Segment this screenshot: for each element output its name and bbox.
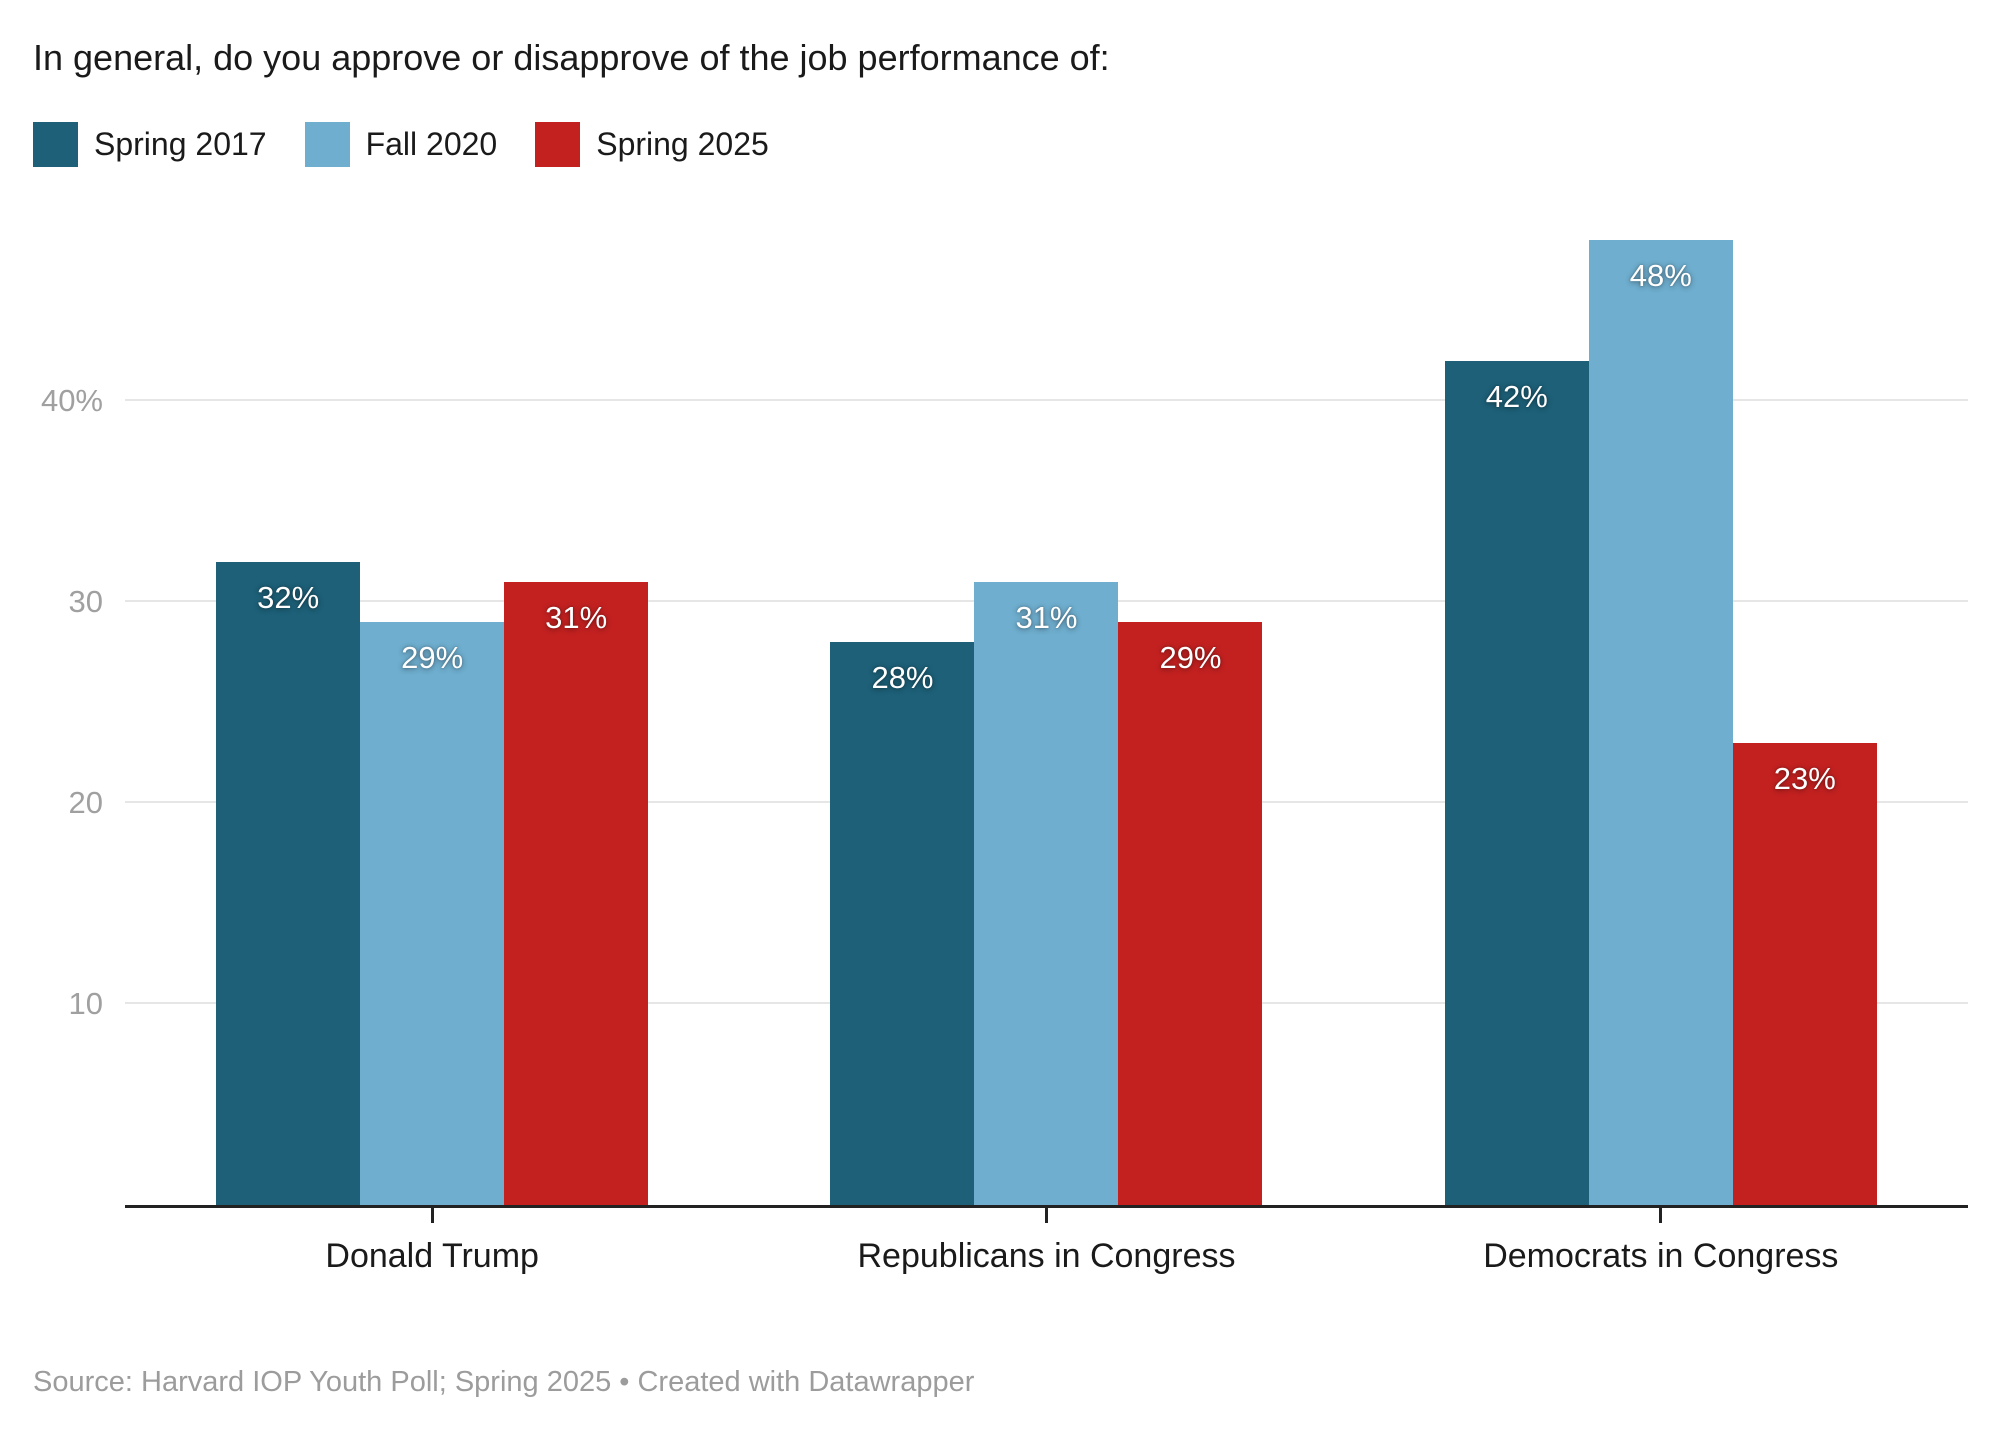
- bar-spring-2017-democrats-in-congress[interactable]: 42%: [1444, 360, 1589, 1205]
- bar-fall-2020-democrats-in-congress[interactable]: 48%: [1588, 240, 1733, 1205]
- chart-title: In general, do you approve or disapprove…: [33, 37, 1110, 78]
- category-slot-donald-trump: Donald Trump: [125, 1208, 739, 1276]
- y-tick-label-10: 10: [68, 986, 103, 1021]
- x-axis-line: [125, 1205, 1968, 1208]
- category-slot-republicans-in-congress: Republicans in Congress: [739, 1208, 1353, 1276]
- bar-value-label: 31%: [1015, 599, 1078, 635]
- bar-spring-2017-republicans-in-congress[interactable]: 28%: [830, 642, 975, 1205]
- y-tick-label-20: 20: [68, 785, 103, 820]
- bar-fall-2020-republicans-in-congress[interactable]: 31%: [974, 581, 1119, 1205]
- bars-layer: 32% 29% 31% 28% 31% 29% 42% 48% 23%: [125, 200, 1968, 1205]
- bar-spring-2025-republicans-in-congress[interactable]: 29%: [1118, 622, 1263, 1205]
- legend-swatch-fall-2020: [304, 122, 350, 167]
- category-label-donald-trump: Donald Trump: [325, 1237, 539, 1275]
- y-tick-label-40: 40%: [40, 383, 103, 418]
- legend-swatch-spring-2017: [33, 122, 78, 167]
- category-label-democrats-in-congress: Democrats in Congress: [1483, 1237, 1839, 1275]
- legend-label-spring-2017: Spring 2017: [94, 126, 267, 162]
- category-slot-democrats-in-congress: Democrats in Congress: [1354, 1208, 1968, 1276]
- category-axis: Donald Trump Republicans in Congress Democ…: [125, 1208, 1968, 1276]
- bar-group-republicans-in-congress: 28% 31% 29%: [739, 200, 1353, 1205]
- source-note: Source: Harvard IOP Youth Poll; Spring 2…: [33, 1366, 975, 1398]
- bar-group-donald-trump: 32% 29% 31%: [125, 200, 739, 1205]
- legend-label-spring-2025: Spring 2025: [596, 126, 769, 162]
- legend-label-fall-2020: Fall 2020: [365, 126, 498, 162]
- legend-item-spring-2017: Spring 2017: [33, 122, 267, 167]
- category-tick-republicans-in-congress: [1044, 1208, 1048, 1223]
- bar-value-label: 29%: [401, 640, 464, 676]
- bar-value-label: 23%: [1773, 760, 1836, 796]
- legend-item-fall-2020: Fall 2020: [304, 122, 498, 167]
- bar-value-label: 42%: [1485, 378, 1548, 414]
- plot-area: 32% 29% 31% 28% 31% 29% 42% 48% 23% 10 20 30 40%: [41, 200, 1968, 1208]
- bar-fall-2020-donald-trump[interactable]: 29%: [360, 622, 505, 1205]
- bar-value-label: 31%: [545, 599, 608, 635]
- bar-value-label: 29%: [1159, 640, 1222, 676]
- bar-value-label: 28%: [871, 660, 934, 696]
- category-tick-democrats-in-congress: [1659, 1208, 1663, 1223]
- bar-spring-2017-donald-trump[interactable]: 32%: [216, 561, 361, 1205]
- bar-group-democrats-in-congress: 42% 48% 23%: [1354, 200, 1968, 1205]
- category-label-republicans-in-congress: Republicans in Congress: [857, 1237, 1236, 1275]
- bar-spring-2025-democrats-in-congress[interactable]: 23%: [1732, 742, 1877, 1205]
- bar-value-label: 32%: [257, 579, 320, 615]
- category-tick-donald-trump: [430, 1208, 434, 1223]
- gridline-40: [125, 399, 1968, 401]
- legend-swatch-spring-2025: [535, 122, 581, 167]
- bar-spring-2025-donald-trump[interactable]: 31%: [504, 581, 649, 1205]
- legend: Spring 2017 Fall 2020 Spring 2025: [33, 122, 769, 167]
- bar-value-label: 48%: [1629, 258, 1692, 294]
- y-tick-label-30: 30: [68, 584, 103, 619]
- legend-item-spring-2025: Spring 2025: [535, 122, 769, 167]
